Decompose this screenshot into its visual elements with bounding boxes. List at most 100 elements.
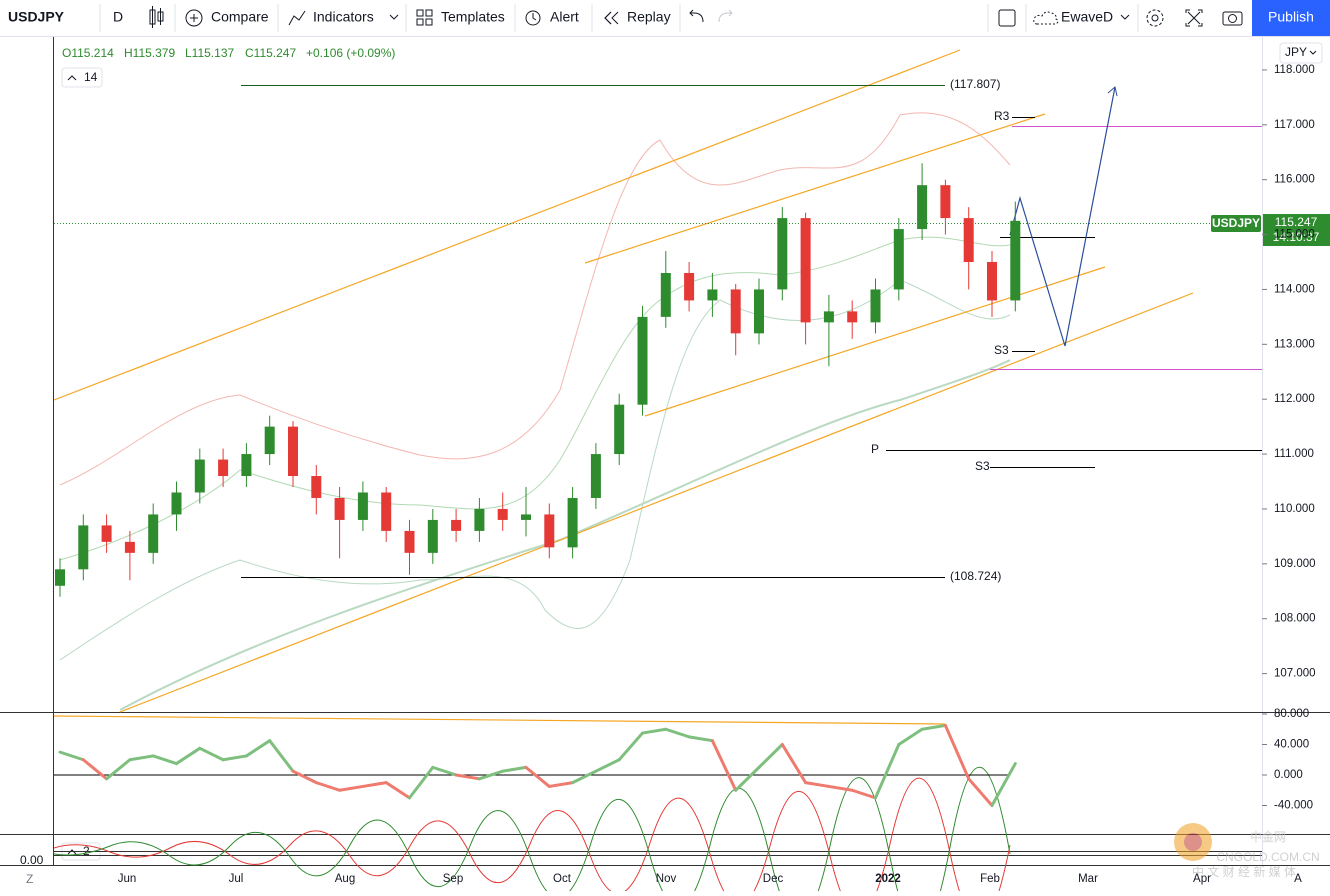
watermark: 中金网 CNGOLD.COM.CN 中 文 财 经 新 媒 体 bbox=[1174, 823, 1320, 879]
candle-body bbox=[55, 569, 65, 586]
alert-button[interactable]: Alert bbox=[550, 9, 579, 25]
y-tick-label: 111.000 bbox=[1274, 448, 1314, 460]
select-box[interactable] bbox=[998, 9, 1016, 27]
chevron[interactable] bbox=[389, 14, 399, 20]
oscillator-segment bbox=[804, 781, 831, 788]
chart: 118.000 117.000 116.000 115.000 114.000 113.0… bbox=[54, 64, 1316, 885]
candle-body bbox=[637, 316, 648, 405]
oscillator-segment bbox=[734, 765, 761, 792]
indicator-count[interactable]: 14 bbox=[84, 70, 98, 84]
currency-button[interactable] bbox=[1279, 42, 1323, 64]
candle-body bbox=[847, 311, 858, 323]
oscillator-segment bbox=[943, 723, 971, 781]
symbol[interactable]: USDJPY bbox=[8, 9, 65, 25]
ohlc-change: +0.106 (+0.09%) bbox=[306, 46, 395, 60]
x-tick-label: Feb bbox=[980, 873, 1000, 885]
candle-body bbox=[754, 289, 764, 334]
candle-body bbox=[823, 311, 834, 323]
oscillator-segment bbox=[81, 758, 109, 781]
interval[interactable]: D bbox=[113, 9, 123, 25]
candle-body bbox=[334, 497, 345, 520]
y-tick-label: 116.000 bbox=[1274, 174, 1315, 186]
oscillator-segment bbox=[431, 765, 458, 777]
oscillator-segment bbox=[244, 739, 272, 758]
screenshot[interactable] bbox=[1222, 11, 1243, 26]
oscillator-segment bbox=[58, 750, 85, 762]
price-badge-text: 115.247 bbox=[1275, 215, 1318, 229]
chart-type-icon[interactable] bbox=[149, 6, 164, 28]
candle-body bbox=[917, 185, 928, 230]
oscillator-segment bbox=[547, 781, 575, 788]
replay-icon[interactable] bbox=[604, 11, 619, 25]
templates-button[interactable]: Templates bbox=[441, 9, 505, 25]
candle-body bbox=[404, 530, 415, 553]
x-tick-label: Sep bbox=[443, 873, 463, 885]
oscillator-segment bbox=[990, 762, 1017, 807]
candle-body bbox=[800, 218, 811, 323]
chevron[interactable] bbox=[1120, 14, 1130, 20]
y-tick-label: 114.000 bbox=[1274, 283, 1315, 295]
candle-body bbox=[940, 185, 951, 219]
candle-body bbox=[893, 229, 904, 290]
fullscreen[interactable] bbox=[1185, 9, 1203, 27]
replay-button[interactable]: Replay bbox=[627, 9, 671, 25]
compare-button[interactable]: Compare bbox=[211, 9, 269, 25]
oscillator-segment bbox=[967, 777, 994, 807]
x-tick-label: Jun bbox=[118, 873, 137, 885]
oscillator-segment bbox=[221, 754, 248, 762]
candle-body bbox=[288, 426, 298, 477]
undo[interactable] bbox=[689, 9, 704, 23]
settings[interactable] bbox=[1146, 9, 1164, 27]
oscillator-segment bbox=[291, 769, 318, 785]
zoom-reset[interactable]: Z bbox=[26, 872, 33, 886]
oscillator-segment bbox=[571, 769, 598, 785]
x-tick-label: Jul bbox=[229, 873, 244, 885]
oscillator-segment bbox=[128, 754, 155, 762]
x-tick-label: Aug bbox=[335, 873, 355, 885]
oscillator-segment bbox=[710, 739, 738, 792]
candle-body bbox=[171, 492, 182, 515]
candle-body bbox=[357, 492, 368, 520]
x-tick-label: Nov bbox=[656, 873, 677, 885]
cloud-icon[interactable] bbox=[1033, 11, 1059, 25]
watermark-logo: 中金网 bbox=[1250, 829, 1286, 844]
oscillator-segment bbox=[408, 765, 435, 800]
oscillator-segment bbox=[198, 746, 225, 762]
level-label: (108.724) bbox=[950, 569, 1001, 583]
y-tick-label: 107.000 bbox=[1274, 668, 1316, 680]
oscillator-segment bbox=[151, 754, 178, 766]
y-tick-label: 80.000 bbox=[1274, 708, 1309, 720]
templates-icon[interactable] bbox=[416, 9, 433, 26]
oscillator-segment bbox=[780, 743, 808, 785]
currency-label[interactable]: JPY bbox=[1285, 45, 1307, 59]
candle-body bbox=[474, 508, 485, 531]
level-label: (117.807) bbox=[950, 77, 1000, 91]
candle-body bbox=[1010, 220, 1021, 301]
layout-name[interactable]: EwaveD bbox=[1061, 9, 1113, 25]
candle-body bbox=[497, 508, 508, 520]
indicators-button[interactable]: Indicators bbox=[313, 9, 374, 25]
chevron[interactable] bbox=[67, 849, 77, 855]
x-tick-label: 2022 bbox=[875, 873, 901, 885]
alert-icon[interactable] bbox=[525, 10, 541, 26]
compare-icon[interactable] bbox=[185, 9, 203, 27]
countdown: 14:10:37 bbox=[1273, 230, 1320, 244]
publish-button[interactable] bbox=[1252, 0, 1330, 36]
candle-body bbox=[777, 218, 788, 290]
candle-body bbox=[381, 492, 392, 531]
redo[interactable] bbox=[718, 9, 733, 23]
chevron[interactable] bbox=[1309, 50, 1317, 55]
publish-label[interactable]: Publish bbox=[1268, 9, 1314, 25]
candle-body bbox=[660, 272, 671, 317]
candle-body bbox=[124, 541, 135, 553]
candle-body bbox=[78, 525, 89, 570]
chevron[interactable] bbox=[67, 75, 77, 81]
indicator-toggle[interactable] bbox=[61, 67, 103, 88]
candle-body bbox=[241, 454, 252, 477]
y-tick-label: 117.000 bbox=[1274, 119, 1315, 131]
indicators-icon[interactable] bbox=[288, 10, 306, 26]
candle-body bbox=[194, 459, 205, 493]
oscillator-segment bbox=[314, 781, 342, 792]
x-tick-label: Mar bbox=[1078, 873, 1098, 885]
